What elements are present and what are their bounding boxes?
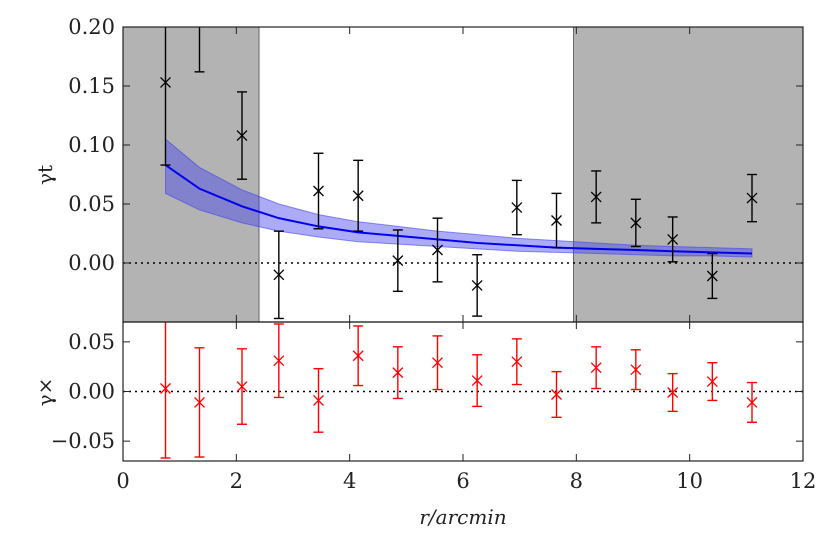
gamma-x-point bbox=[590, 346, 602, 390]
gamma-x-point bbox=[392, 346, 404, 400]
gamma-x-point bbox=[160, 322, 171, 459]
gamma-x-marker-b bbox=[471, 375, 483, 387]
x-tick-label: 4 bbox=[343, 469, 356, 493]
gamma-x-marker-b bbox=[590, 362, 602, 374]
gamma-t-point bbox=[432, 217, 443, 283]
shaded-regions bbox=[123, 27, 803, 322]
gamma-t-marker-b bbox=[630, 217, 642, 229]
top-ylabel: γt bbox=[33, 165, 57, 185]
gamma-t-marker-b bbox=[551, 215, 562, 226]
gamma-t-point bbox=[667, 216, 679, 263]
gamma-t-marker-b bbox=[706, 270, 718, 282]
gamma-x-marker-b bbox=[667, 387, 679, 398]
gamma-t-point bbox=[236, 91, 248, 180]
gamma-x-point bbox=[471, 354, 483, 408]
bottom-ytick-label: 0.00 bbox=[68, 380, 115, 404]
gamma-t-point bbox=[471, 254, 483, 317]
top-panel: 0.00 0.05 0.10 0.15 0.20 γt bbox=[33, 0, 804, 323]
x-tick-label: 0 bbox=[116, 469, 129, 493]
gamma-t-marker-b bbox=[160, 77, 171, 88]
model-band bbox=[164, 138, 753, 258]
shaded-region-1 bbox=[573, 27, 803, 322]
model-line bbox=[164, 164, 753, 255]
gamma-t-marker-b bbox=[746, 192, 758, 204]
gamma-t-point bbox=[392, 229, 404, 293]
gamma-x-marker-b bbox=[160, 383, 171, 394]
gamma-x-marker-b bbox=[313, 394, 324, 406]
gamma-x-point bbox=[273, 323, 285, 399]
top-ytick-label: 0.05 bbox=[68, 192, 115, 216]
top-ytick-label: 0.15 bbox=[68, 74, 115, 98]
gamma-t-point bbox=[273, 230, 285, 320]
gamma-t-marker-a bbox=[195, 0, 205, 8]
gamma-t-marker-b bbox=[352, 190, 364, 202]
gamma-t-marker-b bbox=[313, 185, 324, 197]
x-tick-label: 2 bbox=[230, 469, 243, 493]
x-axis-label: r/arcmin bbox=[419, 505, 506, 529]
gamma-x-point bbox=[236, 348, 248, 425]
x-tick-label: 8 bbox=[570, 469, 583, 493]
gamma-t-marker-b bbox=[236, 130, 248, 142]
gamma-t-marker-b bbox=[392, 255, 404, 267]
gamma-t-point bbox=[313, 152, 324, 230]
gamma-x-marker-b bbox=[551, 389, 562, 400]
gamma-t-marker-b bbox=[471, 279, 483, 291]
gamma-t-marker-b bbox=[511, 202, 523, 213]
gamma-t-marker-b bbox=[432, 244, 443, 256]
gamma-x-point bbox=[630, 349, 642, 391]
gamma-x-point bbox=[352, 325, 364, 387]
top-ytick-label: 0.10 bbox=[68, 133, 115, 157]
gamma-x-marker-b bbox=[273, 355, 285, 367]
gamma-x-point bbox=[551, 370, 562, 419]
gamma-t-point bbox=[551, 192, 562, 249]
gamma-t-marker-b bbox=[667, 233, 679, 245]
gamma-x-marker-b bbox=[511, 356, 523, 368]
gamma-t-marker-b bbox=[195, 0, 205, 8]
bottom-ytick-label: 0.05 bbox=[68, 330, 115, 354]
gamma-t-point bbox=[194, 0, 205, 73]
bottom-ytick-label: −0.05 bbox=[51, 429, 115, 453]
x-tick-label: 6 bbox=[456, 469, 469, 493]
shaded-region-0 bbox=[123, 27, 260, 322]
gamma-t-point bbox=[630, 198, 642, 248]
gamma-x-marker-b bbox=[236, 381, 248, 392]
gamma-t-point bbox=[352, 159, 364, 232]
bottom-ticks: −0.05 0.00 0.05 0 2 4 6 8 10 12 bbox=[51, 322, 817, 493]
gamma-x-point bbox=[313, 367, 324, 433]
model-band-area bbox=[165, 138, 753, 258]
gamma-x-marker-b bbox=[392, 367, 404, 379]
x-tick-label: 10 bbox=[676, 469, 703, 493]
gamma-x-marker-b bbox=[630, 364, 642, 376]
gamma-x-point bbox=[511, 338, 523, 386]
gamma-x-marker-b bbox=[746, 396, 758, 408]
gamma-t-points bbox=[160, 0, 758, 320]
gamma-x-marker-b bbox=[432, 357, 443, 369]
bottom-panel: −0.05 0.00 0.05 0 2 4 6 8 10 12 γ× r/arcmin bbox=[33, 321, 817, 529]
gamma-t-point bbox=[706, 252, 718, 300]
gamma-x-point bbox=[706, 362, 718, 402]
gamma-x-point bbox=[194, 347, 205, 458]
gamma-t-marker-b bbox=[590, 191, 602, 203]
top-ytick-label: 0.00 bbox=[68, 251, 115, 275]
bottom-frame bbox=[122, 321, 804, 462]
gamma-x-marker-b bbox=[352, 350, 364, 362]
gamma-x-marker-b bbox=[706, 376, 718, 388]
gamma-x-point bbox=[667, 372, 679, 413]
gamma-t-point bbox=[511, 179, 523, 236]
gamma-x-point bbox=[746, 381, 758, 423]
top-ytick-label: 0.20 bbox=[68, 15, 115, 39]
x-tick-label: 12 bbox=[790, 469, 817, 493]
gamma-t-marker-b bbox=[273, 269, 285, 281]
bottom-ylabel: γ× bbox=[33, 378, 57, 407]
gamma-x-points bbox=[160, 322, 758, 459]
gamma-t-point bbox=[590, 170, 602, 224]
gamma-t-point bbox=[746, 173, 758, 223]
gamma-x-marker-b bbox=[194, 396, 205, 408]
gamma-x-point bbox=[432, 335, 443, 391]
